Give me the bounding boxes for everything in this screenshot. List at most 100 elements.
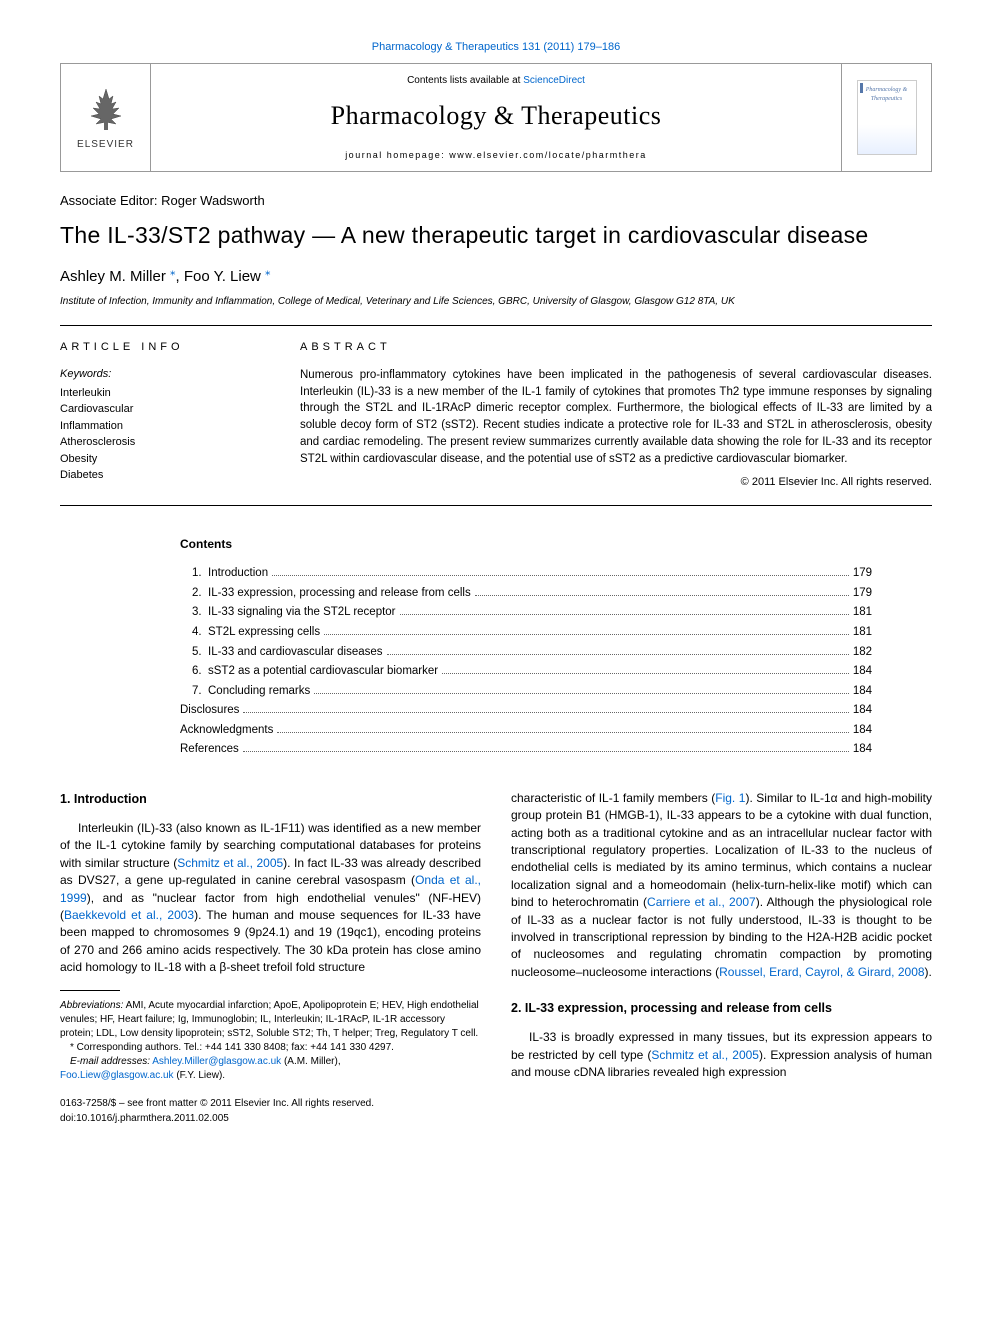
toc-dots xyxy=(475,595,849,596)
keyword: Inflammation xyxy=(60,418,260,435)
toc-page: 184 xyxy=(853,662,872,682)
left-column: 1. Introduction Interleukin (IL)-33 (als… xyxy=(60,790,481,1127)
right-column: characteristic of IL-1 family members (F… xyxy=(511,790,932,1127)
ref-link[interactable]: Carriere et al., 2007 xyxy=(647,895,756,909)
front-matter: 0163-7258/$ – see front matter © 2011 El… xyxy=(60,1097,481,1112)
keyword: Obesity xyxy=(60,451,260,468)
journal-cover-thumb: Pharmacology & Therapeutics xyxy=(857,80,917,155)
keyword: Diabetes xyxy=(60,467,260,484)
toc-row[interactable]: Disclosures184 xyxy=(180,701,872,721)
sciencedirect-link[interactable]: ScienceDirect xyxy=(523,75,585,86)
toc-number: 5. xyxy=(180,643,208,663)
elsevier-tree-icon xyxy=(81,84,131,134)
toc-row[interactable]: 1.Introduction179 xyxy=(180,564,872,584)
toc-dots xyxy=(243,751,849,752)
toc-number: 4. xyxy=(180,623,208,643)
body-columns: 1. Introduction Interleukin (IL)-33 (als… xyxy=(60,790,932,1127)
email-footnote: E-mail addresses: Ashley.Miller@glasgow.… xyxy=(60,1055,481,1069)
abbrev-text: AMI, Acute myocardial infarction; ApoE, … xyxy=(60,1000,479,1039)
toc-page: 184 xyxy=(853,721,872,741)
email-link-1[interactable]: Ashley.Miller@glasgow.ac.uk xyxy=(152,1056,281,1067)
publisher-logo: ELSEVIER xyxy=(61,64,151,171)
keyword: Atherosclerosis xyxy=(60,434,260,451)
article-info-left: ARTICLE INFO Keywords: Interleukin Cardi… xyxy=(60,326,280,506)
email-label: E-mail addresses: xyxy=(70,1056,150,1067)
toc-page: 179 xyxy=(853,584,872,604)
authors: Ashley M. Miller ⁎, Foo Y. Liew ⁎ xyxy=(60,265,932,287)
toc-label: Concluding remarks xyxy=(208,682,310,702)
fig-link[interactable]: Fig. 1 xyxy=(715,791,745,805)
toc-row[interactable]: 3.IL-33 signaling via the ST2L receptor 1… xyxy=(180,603,872,623)
toc-page: 179 xyxy=(853,564,872,584)
toc-row[interactable]: 7.Concluding remarks184 xyxy=(180,682,872,702)
email-suffix-2: (F.Y. Liew). xyxy=(174,1070,226,1081)
email-footnote-2: Foo.Liew@glasgow.ac.uk (F.Y. Liew). xyxy=(60,1069,481,1083)
toc-page: 184 xyxy=(853,740,872,760)
intro-paragraph-cont: characteristic of IL-1 family members (F… xyxy=(511,790,932,981)
contents-prefix: Contents lists available at xyxy=(407,75,523,86)
corr-star-2[interactable]: ⁎ xyxy=(265,266,271,278)
journal-homepage: journal homepage: www.elsevier.com/locat… xyxy=(171,149,821,162)
toc-label: Introduction xyxy=(208,564,268,584)
publisher-name: ELSEVIER xyxy=(77,138,134,152)
author-1[interactable]: Ashley M. Miller xyxy=(60,268,166,285)
abstract-title: ABSTRACT xyxy=(300,340,932,355)
affiliation: Institute of Infection, Immunity and Inf… xyxy=(60,295,932,309)
toc-dots xyxy=(400,614,849,615)
abstract-text: Numerous pro-inflammatory cytokines have… xyxy=(300,367,932,467)
corr-star-1[interactable]: ⁎ xyxy=(170,266,176,278)
toc-page: 184 xyxy=(853,682,872,702)
journal-name: Pharmacology & Therapeutics xyxy=(171,98,821,134)
section-1-heading: 1. Introduction xyxy=(60,790,481,808)
keyword: Cardiovascular xyxy=(60,401,260,418)
footnote-separator xyxy=(60,990,120,991)
ref-link[interactable]: Schmitz et al., 2005 xyxy=(177,856,283,870)
author-2[interactable]: Foo Y. Liew xyxy=(184,268,261,285)
toc-row[interactable]: 4.ST2L expressing cells181 xyxy=(180,623,872,643)
toc-row[interactable]: 6.sST2 as a potential cardiovascular bio… xyxy=(180,662,872,682)
section-2-heading: 2. IL-33 expression, processing and rele… xyxy=(511,999,932,1017)
abbrev-label: Abbreviations: xyxy=(60,1000,123,1011)
ref-link[interactable]: Schmitz et al., 2005 xyxy=(651,1048,759,1062)
toc-row[interactable]: References 184 xyxy=(180,740,872,760)
toc-label: IL-33 signaling via the ST2L receptor xyxy=(208,603,396,623)
abstract-block: ABSTRACT Numerous pro-inflammatory cytok… xyxy=(280,326,932,506)
toc-row[interactable]: 5.IL-33 and cardiovascular diseases182 xyxy=(180,643,872,663)
doi[interactable]: doi:10.1016/j.pharmthera.2011.02.005 xyxy=(60,1112,481,1127)
article-info-title: ARTICLE INFO xyxy=(60,340,260,355)
toc-row[interactable]: Acknowledgments 184 xyxy=(180,721,872,741)
email-suffix-1: (A.M. Miller), xyxy=(281,1056,340,1067)
header-center: Contents lists available at ScienceDirec… xyxy=(151,64,841,171)
toc-label: IL-33 and cardiovascular diseases xyxy=(208,643,383,663)
toc-label: Acknowledgments xyxy=(180,721,273,741)
toc-label: IL-33 expression, processing and release… xyxy=(208,584,471,604)
keywords-label: Keywords: xyxy=(60,367,260,382)
copyright: © 2011 Elsevier Inc. All rights reserved… xyxy=(300,475,932,490)
editor-line: Associate Editor: Roger Wadsworth xyxy=(60,192,932,210)
email-link-2[interactable]: Foo.Liew@glasgow.ac.uk xyxy=(60,1070,174,1081)
journal-cover: Pharmacology & Therapeutics xyxy=(841,64,931,171)
article-info-section: ARTICLE INFO Keywords: Interleukin Cardi… xyxy=(60,325,932,506)
toc-number: 6. xyxy=(180,662,208,682)
toc-number: 3. xyxy=(180,603,208,623)
contents-title: Contents xyxy=(180,536,872,553)
toc-number: 2. xyxy=(180,584,208,604)
sciencedirect-line: Contents lists available at ScienceDirec… xyxy=(171,74,821,88)
toc-page: 181 xyxy=(853,603,872,623)
toc-label: Disclosures xyxy=(180,701,239,721)
journal-header: ELSEVIER Contents lists available at Sci… xyxy=(60,63,932,172)
toc-row[interactable]: 2.IL-33 expression, processing and relea… xyxy=(180,584,872,604)
ref-link[interactable]: Baekkevold et al., 2003 xyxy=(64,908,194,922)
abbreviations-footnote: Abbreviations: AMI, Acute myocardial inf… xyxy=(60,999,481,1041)
journal-cover-text: Pharmacology & Therapeutics xyxy=(866,87,908,101)
toc-dots xyxy=(314,693,849,694)
toc-label: References xyxy=(180,740,239,760)
toc-dots xyxy=(324,634,849,635)
toc-dots xyxy=(243,712,848,713)
toc-label: sST2 as a potential cardiovascular bioma… xyxy=(208,662,438,682)
ref-link[interactable]: Roussel, Erard, Cayrol, & Girard, 2008 xyxy=(719,965,924,979)
corresponding-footnote: * Corresponding authors. Tel.: +44 141 3… xyxy=(60,1041,481,1055)
toc-dots xyxy=(442,673,849,674)
citation-link[interactable]: Pharmacology & Therapeutics 131 (2011) 1… xyxy=(60,40,932,55)
toc-dots xyxy=(387,654,849,655)
